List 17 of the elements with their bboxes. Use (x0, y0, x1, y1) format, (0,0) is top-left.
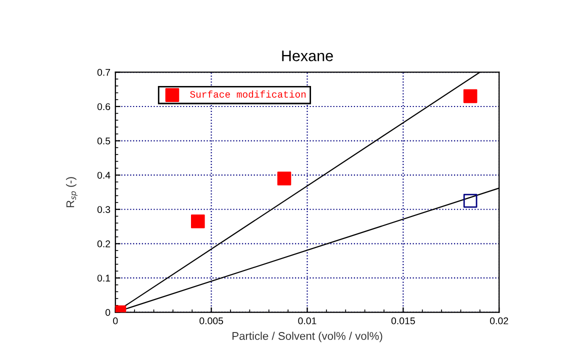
chart-title: Hexane (282, 50, 333, 62)
y-tick-label: 0.5 (97, 138, 110, 144)
y-tick-label: 0.2 (97, 240, 110, 248)
legend-label: Surface modification (190, 90, 306, 98)
y-tick-label: 0.6 (97, 103, 110, 110)
x-tick-label: 0.02 (490, 317, 508, 324)
x-tick-label: 0.01 (298, 317, 316, 324)
y-tick-label: 0.7 (97, 68, 110, 76)
x-tick-label: 0.005 (200, 317, 224, 324)
y-tick-label: 0 (106, 309, 110, 316)
x-axis-title: Particle / Solvent (vol% / vol%) (232, 332, 382, 342)
y-tick-label: 0.1 (97, 274, 110, 282)
y-tick-label: 0.4 (97, 172, 110, 179)
x-tick-label: 0 (113, 317, 118, 324)
y-axis-title: R$_{sp}$ (-) (66, 177, 78, 208)
y-tick-label: 0.3 (97, 206, 110, 213)
x-tick-label: 0.015 (391, 317, 415, 324)
